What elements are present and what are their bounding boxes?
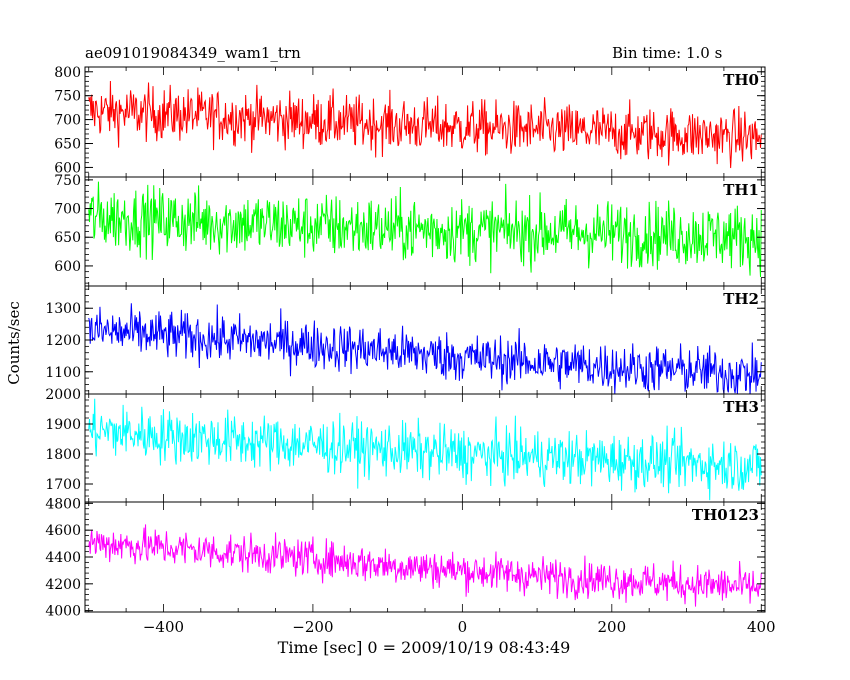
y-tick-label: 1300 — [45, 301, 81, 317]
series-line-th2 — [88, 303, 762, 394]
y-tick-label: 1700 — [45, 477, 81, 493]
y-tick-label: 2000 — [45, 387, 81, 403]
panel-th3: 1700 1800 1900 2000 TH3 — [45, 387, 766, 503]
panel-label: TH0 — [723, 71, 759, 89]
y-tick-label: 700 — [54, 202, 81, 218]
x-axis-label: Time [sec] 0 = 2009/10/19 08:43:49 — [277, 638, 571, 657]
bin-time-label: Bin time: 1.0 s — [612, 44, 723, 62]
y-tick-label: 750 — [54, 89, 81, 105]
y-tick-label: 4200 — [45, 577, 81, 593]
x-tick-label: 0 — [458, 618, 468, 636]
y-tick-label: 1900 — [45, 417, 81, 433]
y-tick-label: 600 — [54, 160, 81, 176]
y-tick-label: 650 — [54, 230, 81, 246]
x-tick-label: 200 — [597, 618, 626, 636]
y-tick-label: 4600 — [45, 523, 81, 539]
chart-title: ae091019084349_wam1_trn — [85, 44, 301, 62]
y-tick-label: 4800 — [45, 496, 81, 512]
series-line-th3 — [88, 398, 762, 501]
panel-th2: 1100 1200 1300 TH2 — [45, 285, 766, 395]
panel-th1: 600 650 700 750 TH1 — [54, 173, 766, 287]
panel-label: TH2 — [723, 290, 759, 308]
y-tick-label: 1200 — [45, 333, 81, 349]
series-line-th1 — [88, 181, 762, 278]
panel-frame — [84, 501, 766, 613]
y-tick-label: 600 — [54, 259, 81, 275]
y-tick-label: 1100 — [45, 365, 81, 381]
y-tick-label: 1800 — [45, 447, 81, 463]
panel-label: TH3 — [723, 398, 759, 416]
y-axis-label: Counts/sec — [5, 301, 23, 385]
panel-th0: 600 650 700 750 800 TH0 — [54, 65, 766, 178]
series-line-th0123 — [88, 524, 762, 607]
y-tick-label: 800 — [54, 65, 81, 81]
x-tick-label: 400 — [747, 618, 776, 636]
y-tick-label: 700 — [54, 113, 81, 129]
panel-label: TH0123 — [692, 506, 759, 524]
y-tick-label: 650 — [54, 137, 81, 153]
y-tick-label: 4400 — [45, 550, 81, 566]
x-tick-label: −200 — [292, 618, 333, 636]
series-line-th0 — [88, 81, 762, 169]
panel-label: TH1 — [723, 181, 759, 199]
panel-th0123: 4000 4200 4400 4600 4800 TH0123 — [45, 496, 766, 620]
x-tick-label: −400 — [143, 618, 184, 636]
y-tick-label: 4000 — [45, 604, 81, 620]
y-tick-label: 750 — [54, 173, 81, 189]
